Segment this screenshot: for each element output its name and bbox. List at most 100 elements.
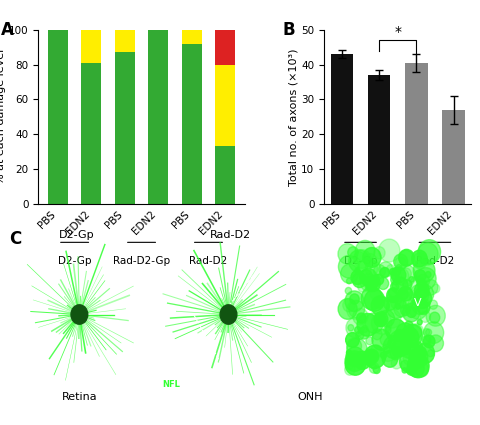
Circle shape xyxy=(354,268,360,274)
Y-axis label: % at each damage level: % at each damage level xyxy=(0,49,6,184)
Circle shape xyxy=(371,364,375,369)
Circle shape xyxy=(385,295,392,303)
Circle shape xyxy=(398,286,411,301)
Circle shape xyxy=(408,299,427,319)
Circle shape xyxy=(352,308,367,325)
Circle shape xyxy=(414,283,428,298)
Circle shape xyxy=(348,250,369,272)
Circle shape xyxy=(421,336,430,345)
Circle shape xyxy=(352,272,366,288)
Circle shape xyxy=(409,276,424,292)
Circle shape xyxy=(415,342,421,350)
Circle shape xyxy=(379,334,390,346)
Circle shape xyxy=(383,326,390,334)
Circle shape xyxy=(415,268,435,289)
Circle shape xyxy=(394,330,404,341)
Text: Rad-D2: Rad-D2 xyxy=(415,256,453,266)
Circle shape xyxy=(364,289,384,311)
Circle shape xyxy=(356,314,377,336)
Circle shape xyxy=(364,278,377,292)
Circle shape xyxy=(412,259,434,283)
Circle shape xyxy=(386,265,394,273)
Circle shape xyxy=(408,325,421,339)
Circle shape xyxy=(390,267,405,283)
Circle shape xyxy=(404,349,409,354)
Bar xyxy=(215,147,235,204)
Circle shape xyxy=(379,267,389,278)
Circle shape xyxy=(415,298,429,314)
Circle shape xyxy=(402,303,419,322)
Circle shape xyxy=(417,301,429,314)
Circle shape xyxy=(371,312,391,334)
Circle shape xyxy=(345,353,365,375)
Circle shape xyxy=(399,327,418,348)
Circle shape xyxy=(365,276,380,292)
Bar xyxy=(404,63,427,204)
Text: D2-Gp: D2-Gp xyxy=(58,256,91,266)
Circle shape xyxy=(378,300,389,312)
Circle shape xyxy=(404,321,412,330)
Circle shape xyxy=(413,270,425,282)
Circle shape xyxy=(359,269,372,284)
Circle shape xyxy=(417,243,437,265)
Circle shape xyxy=(400,336,408,345)
Circle shape xyxy=(400,268,410,280)
Circle shape xyxy=(338,255,359,278)
Circle shape xyxy=(358,327,369,339)
Circle shape xyxy=(346,350,351,355)
Circle shape xyxy=(346,300,364,320)
Circle shape xyxy=(419,311,430,323)
Circle shape xyxy=(383,335,404,358)
Text: D2-Gp: D2-Gp xyxy=(343,256,376,266)
Circle shape xyxy=(344,291,363,312)
Bar xyxy=(215,30,235,65)
Circle shape xyxy=(408,277,413,282)
Circle shape xyxy=(418,355,423,360)
Bar xyxy=(115,30,134,52)
Circle shape xyxy=(71,305,87,324)
Circle shape xyxy=(364,261,380,278)
Circle shape xyxy=(422,329,429,335)
Text: D2-Gp: D2-Gp xyxy=(59,230,95,240)
Circle shape xyxy=(346,278,351,284)
Circle shape xyxy=(393,295,401,304)
Circle shape xyxy=(395,304,399,309)
Circle shape xyxy=(389,268,398,279)
Circle shape xyxy=(370,345,381,357)
Circle shape xyxy=(390,275,399,285)
Circle shape xyxy=(388,289,396,298)
Circle shape xyxy=(369,275,377,284)
Circle shape xyxy=(373,275,379,280)
Circle shape xyxy=(391,340,406,357)
Circle shape xyxy=(407,354,428,378)
Circle shape xyxy=(398,249,413,266)
Circle shape xyxy=(411,261,416,266)
Bar xyxy=(330,54,352,204)
Circle shape xyxy=(393,254,407,269)
Bar xyxy=(181,44,202,204)
Circle shape xyxy=(399,351,420,373)
Circle shape xyxy=(424,272,430,278)
Circle shape xyxy=(364,259,368,264)
Circle shape xyxy=(350,270,363,284)
Circle shape xyxy=(385,319,405,341)
Circle shape xyxy=(422,335,434,348)
Circle shape xyxy=(425,329,431,336)
Circle shape xyxy=(422,280,437,295)
Circle shape xyxy=(342,298,354,312)
Circle shape xyxy=(417,279,426,290)
Circle shape xyxy=(407,343,420,357)
Circle shape xyxy=(378,310,394,327)
Circle shape xyxy=(357,282,367,292)
Circle shape xyxy=(409,329,415,335)
Circle shape xyxy=(353,249,370,269)
Circle shape xyxy=(349,294,359,304)
Circle shape xyxy=(390,333,411,356)
Circle shape xyxy=(340,264,358,283)
Circle shape xyxy=(345,347,363,367)
Circle shape xyxy=(220,305,236,324)
Circle shape xyxy=(387,340,395,348)
Circle shape xyxy=(363,276,369,283)
Circle shape xyxy=(344,351,363,371)
Circle shape xyxy=(345,333,359,347)
